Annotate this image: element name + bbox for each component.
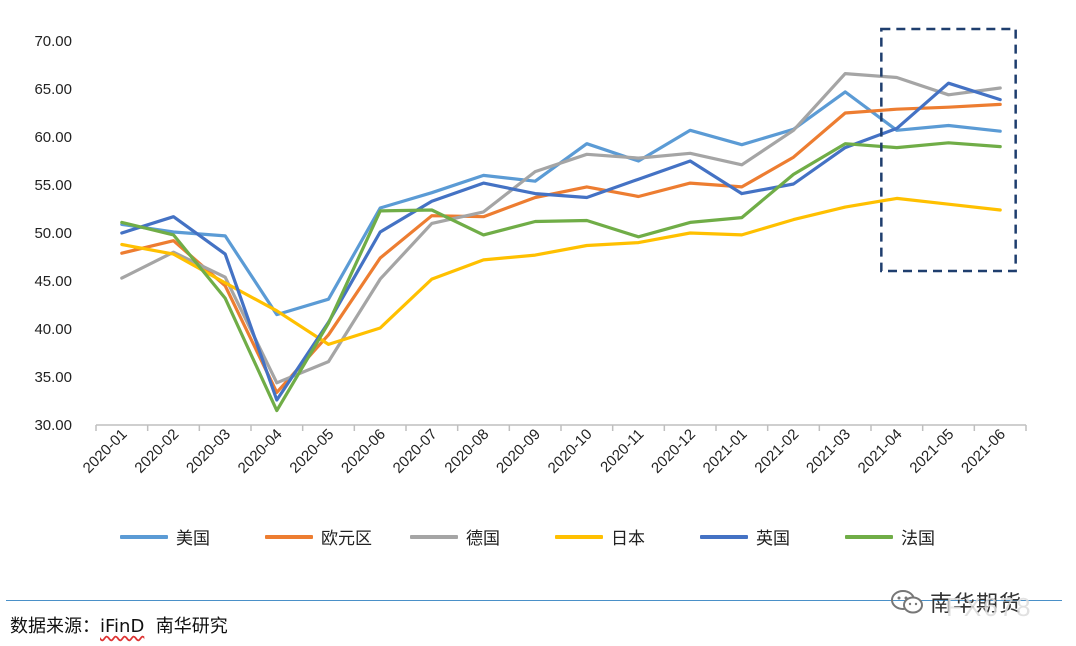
source-suffix: 南华研究 — [155, 616, 228, 637]
legend-label: 美国 — [176, 529, 210, 549]
y-tick-label: 30.00 — [34, 417, 72, 434]
x-tick-label: 2020-04 — [235, 426, 286, 477]
x-tick-label: 2020-09 — [493, 426, 544, 477]
legend-swatch — [410, 534, 458, 539]
x-tick-label: 2020-07 — [390, 426, 441, 477]
watermark-name: 南华期货 — [930, 592, 1023, 617]
y-tick-label: 55.00 — [34, 177, 72, 194]
source-note: 数据来源：iFinD 南华研究 — [10, 612, 228, 638]
x-tick-label: 2021-05 — [906, 426, 957, 477]
x-tick-label: 2020-08 — [441, 426, 492, 477]
y-axis: 30.00 35.00 40.00 45.00 50.00 55.00 60.00 65.00… — [34, 33, 72, 434]
series-line — [120, 71, 1002, 385]
y-tick-label: 50.00 — [34, 225, 72, 242]
x-tick-label: 2020-02 — [131, 426, 182, 477]
x-tick-label: 2021-01 — [700, 426, 751, 477]
legend-swatch — [555, 534, 603, 539]
y-tick-label: 45.00 — [34, 273, 72, 290]
y-tick-label: 65.00 — [34, 81, 72, 98]
y-tick-label: 40.00 — [34, 321, 72, 338]
legend-item-uk: 英国 — [700, 524, 845, 549]
y-tick-label: 60.00 — [34, 129, 72, 146]
x-tick-label: 2020-11 — [597, 426, 647, 476]
series-line — [120, 141, 1002, 413]
x-tick-label: 2020-03 — [183, 426, 234, 477]
legend-swatch — [265, 534, 313, 539]
legend-label: 日本 — [611, 529, 645, 549]
x-tick-label: 2021-02 — [751, 426, 802, 477]
legend-swatch — [700, 534, 748, 539]
legend-label: 法国 — [901, 529, 935, 549]
legend-item-eurozone: 欧元区 — [265, 524, 410, 549]
x-tick-label: 2021-04 — [855, 426, 906, 477]
x-tick-label: 2021-06 — [958, 426, 1009, 477]
highlight-box — [880, 27, 1017, 273]
divider — [6, 600, 1062, 601]
x-tick-label: 2020-12 — [648, 426, 699, 477]
x-tick-label: 2020-05 — [286, 426, 337, 477]
x-tick-label: 2021-03 — [803, 426, 854, 477]
legend-label: 德国 — [466, 529, 500, 549]
series-line — [120, 196, 1002, 346]
source-label: 数据来源： — [10, 616, 100, 637]
legend-item-france: 法国 — [845, 524, 990, 549]
x-axis: 2020-01 2020-02 2020-03 2020-04 2020-05 2020-… — [80, 424, 1027, 477]
watermark: 南华期货 FX678 — [890, 586, 1031, 622]
legend-item-germany: 德国 — [410, 524, 555, 549]
series-line — [120, 81, 1002, 402]
series-layer — [120, 71, 1002, 413]
line-chart: 30.00 35.00 40.00 45.00 50.00 55.00 60.00 65.00… — [34, 27, 1027, 477]
legend-label: 英国 — [756, 529, 790, 549]
legend-label: 欧元区 — [321, 529, 372, 549]
x-tick-label: 2020-01 — [80, 426, 131, 477]
y-tick-label: 70.00 — [34, 33, 72, 50]
wechat-icon — [891, 590, 923, 614]
legend-swatch — [120, 534, 168, 539]
source-provider: iFinD — [100, 616, 145, 637]
y-tick-label: 35.00 — [34, 369, 72, 386]
x-tick-label: 2020-06 — [338, 426, 389, 477]
watermark-code: FX678 — [946, 592, 1033, 622]
series-line — [120, 102, 1002, 394]
legend-item-japan: 日本 — [555, 524, 700, 549]
legend-swatch — [845, 534, 893, 539]
chart-legend: 美国 欧元区 德国 日本 英国 法国 — [120, 524, 990, 549]
x-tick-label: 2020-10 — [545, 426, 596, 477]
legend-item-us: 美国 — [120, 524, 265, 549]
